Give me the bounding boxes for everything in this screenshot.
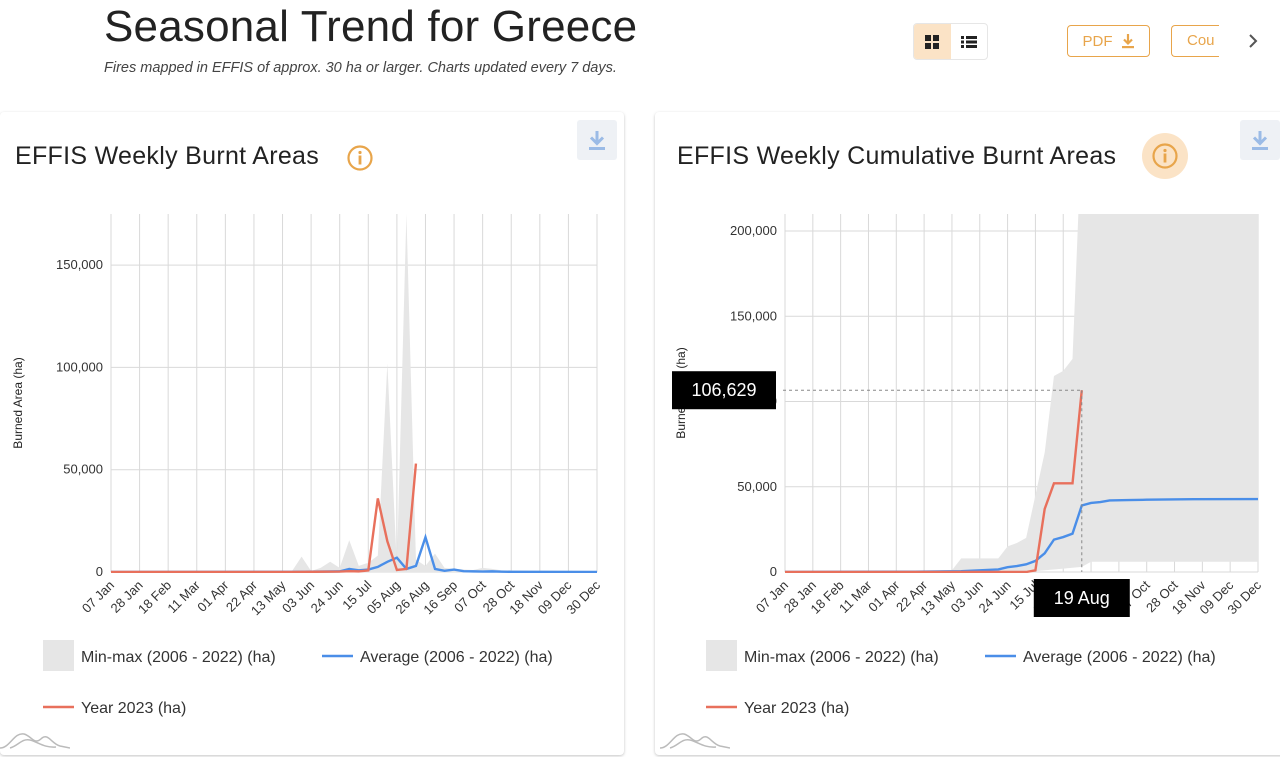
y-tick-label: 150,000: [56, 257, 103, 272]
year-2023-line: [111, 463, 418, 573]
y-axis-title: Burned Area (ha): [11, 357, 25, 448]
logo-icon: [0, 733, 70, 749]
download-icon: [1252, 131, 1268, 150]
view-toggle: [913, 23, 988, 60]
legend-minmax-swatch: [706, 640, 737, 671]
page-subtitle: Fires mapped in EFFIS of approx. 30 ha o…: [104, 60, 617, 76]
legend-minmax-swatch: [43, 640, 74, 671]
info-icon[interactable]: [1141, 132, 1189, 180]
chevron-right-icon[interactable]: [1244, 30, 1262, 52]
page-title: Seasonal Trend for Greece: [104, 2, 638, 51]
chart-download-button[interactable]: [1240, 120, 1280, 160]
y-tick-label: 50,000: [63, 462, 103, 477]
y-value-tooltip: [672, 371, 776, 410]
info-icon[interactable]: [346, 144, 374, 172]
list-view-button[interactable]: [951, 24, 988, 59]
x-value-tooltip: [1033, 579, 1130, 617]
legend-year-label: Year 2023 (ha): [81, 700, 186, 717]
x-tick-label: 24 Jun: [975, 578, 1013, 616]
list-icon: [960, 35, 977, 48]
grid-view-button[interactable]: [914, 24, 951, 59]
y-tick-label: 100,000: [56, 359, 103, 374]
legend-average-label: Average (2006 - 2022) (ha): [360, 649, 553, 666]
average-line: [110, 533, 598, 573]
logo-icon: [660, 733, 730, 749]
legend-average-label: Average (2006 - 2022) (ha): [1023, 649, 1216, 666]
download-icon: [1121, 34, 1134, 49]
grid-icon: [925, 34, 940, 49]
y-value-tooltip-label: 106,629: [691, 380, 756, 400]
weekly-burnt-areas-card: EFFIS Weekly Burnt Areas: [0, 112, 624, 755]
year-2023-line: [785, 390, 1083, 573]
y-tick-label: 0: [770, 564, 777, 579]
chart-download-button[interactable]: [577, 120, 617, 160]
legend-minmax-label: Min-max (2006 - 2022) (ha): [744, 649, 939, 666]
minmax-area: [785, 214, 1258, 572]
legend-minmax-label: Min-max (2006 - 2022) (ha): [81, 649, 276, 666]
x-tick-label: 11 Mar: [836, 577, 875, 616]
x-value-tooltip-label: 19 Aug: [1054, 588, 1110, 608]
y-tick-label: 150,000: [730, 308, 777, 323]
card-title: EFFIS Weekly Cumulative Burnt Areas: [677, 142, 1117, 170]
legend-year-label: Year 2023 (ha): [744, 700, 849, 717]
pdf-button-label: PDF: [1082, 32, 1113, 50]
download-icon: [589, 131, 605, 150]
card-title: EFFIS Weekly Burnt Areas: [15, 142, 320, 170]
country-button[interactable]: Cou: [1171, 25, 1219, 57]
y-tick-label: 50,000: [737, 479, 777, 494]
y-tick-label: 0: [96, 564, 103, 579]
pdf-download-button[interactable]: PDF: [1067, 25, 1150, 57]
average-line: [784, 497, 1259, 573]
y-tick-label: 200,000: [730, 223, 777, 238]
